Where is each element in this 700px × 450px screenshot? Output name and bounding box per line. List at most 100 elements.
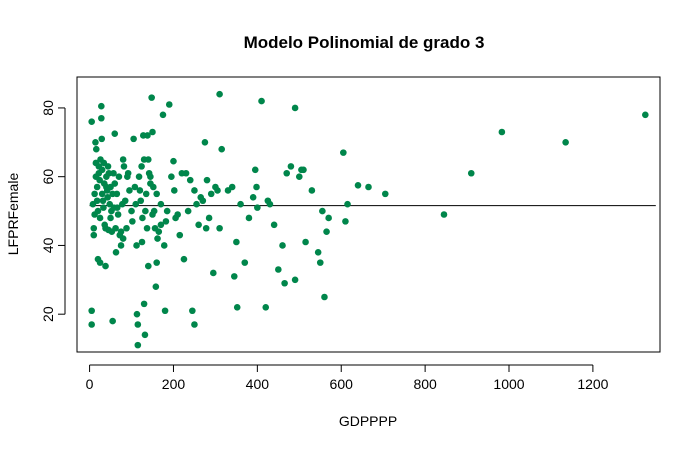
data-point xyxy=(155,228,163,235)
data-point xyxy=(467,169,475,177)
data-point xyxy=(90,231,98,239)
data-point xyxy=(218,145,226,153)
data-point xyxy=(135,173,143,180)
x-tick-label: 1000 xyxy=(493,376,524,392)
data-point xyxy=(96,259,104,266)
data-point xyxy=(562,139,569,146)
data-point xyxy=(319,207,326,215)
x-tick-label: 1200 xyxy=(577,376,608,392)
data-point xyxy=(98,135,106,143)
data-point xyxy=(266,200,274,208)
data-point xyxy=(138,163,145,170)
data-point xyxy=(88,118,95,125)
data-point xyxy=(137,197,145,205)
data-point xyxy=(150,183,157,191)
data-point xyxy=(642,111,649,119)
data-point xyxy=(115,173,123,180)
data-point xyxy=(132,200,140,208)
data-point xyxy=(281,279,288,287)
x-tick-label: 400 xyxy=(246,376,270,392)
data-point xyxy=(136,187,144,194)
data-point xyxy=(182,169,190,177)
data-point xyxy=(498,128,506,136)
data-point xyxy=(233,304,241,311)
data-point xyxy=(440,211,448,218)
data-point xyxy=(168,173,175,180)
data-point xyxy=(323,228,330,235)
data-point xyxy=(381,190,389,198)
data-point xyxy=(191,187,198,194)
data-point xyxy=(92,139,99,146)
data-point xyxy=(233,238,240,246)
data-point xyxy=(340,149,347,156)
data-point xyxy=(98,166,106,174)
data-point xyxy=(138,238,146,246)
data-point xyxy=(147,173,154,180)
data-point xyxy=(237,200,244,208)
x-tick-label: 600 xyxy=(330,376,354,392)
data-point xyxy=(110,169,117,177)
data-point xyxy=(153,190,160,198)
data-point xyxy=(193,200,200,208)
data-point xyxy=(170,157,177,165)
y-tick-label: 20 xyxy=(40,306,56,322)
data-point xyxy=(145,156,152,163)
data-point xyxy=(174,211,181,218)
x-tick-label: 0 xyxy=(86,376,94,392)
y-axis-label: LFPRFemale xyxy=(5,173,21,256)
data-point xyxy=(344,200,351,208)
data-point xyxy=(133,242,140,249)
y-tick-label: 40 xyxy=(40,237,56,253)
data-point xyxy=(96,214,104,222)
data-point xyxy=(165,101,173,108)
x-axis-label: GDPPPP xyxy=(339,413,397,429)
data-point xyxy=(262,304,270,311)
data-point xyxy=(117,228,125,235)
data-point xyxy=(104,163,112,170)
data-point xyxy=(144,132,151,139)
data-point xyxy=(145,262,152,270)
data-point xyxy=(314,249,322,256)
data-point xyxy=(104,194,111,201)
data-point xyxy=(98,114,105,122)
data-point xyxy=(133,310,141,318)
data-point xyxy=(202,224,210,232)
data-point xyxy=(105,169,113,177)
data-point xyxy=(302,238,309,246)
data-point xyxy=(325,214,332,222)
data-point xyxy=(126,187,133,194)
x-tick-label: 800 xyxy=(413,376,437,392)
data-point xyxy=(113,190,121,198)
data-point xyxy=(153,259,160,266)
data-point xyxy=(157,221,165,229)
data-point xyxy=(148,94,155,101)
x-tick-label: 200 xyxy=(162,376,186,392)
chart-title: Modelo Polinomial de grado 3 xyxy=(244,33,485,52)
data-point xyxy=(191,321,198,328)
x-axis: 0 200 400 600 800 1000 1200 xyxy=(86,364,609,392)
data-point xyxy=(354,181,362,189)
data-point xyxy=(321,293,328,301)
data-point xyxy=(134,321,142,328)
y-tick-label: 80 xyxy=(40,100,56,116)
data-point xyxy=(152,283,160,290)
data-point xyxy=(149,128,156,136)
data-point xyxy=(150,207,158,215)
data-point xyxy=(94,207,102,215)
data-point xyxy=(176,231,184,239)
data-point xyxy=(117,242,125,249)
data-point xyxy=(129,218,136,225)
data-point xyxy=(251,166,259,174)
data-point xyxy=(142,207,149,215)
data-point xyxy=(131,183,139,191)
data-point xyxy=(216,224,223,232)
data-point xyxy=(98,102,105,110)
data-point xyxy=(184,207,192,215)
data-point xyxy=(93,197,101,205)
plot-area-frame xyxy=(76,76,661,353)
data-point xyxy=(249,194,257,201)
y-tick-label: 60 xyxy=(40,169,56,185)
data-point xyxy=(90,224,98,232)
data-point xyxy=(99,197,107,205)
